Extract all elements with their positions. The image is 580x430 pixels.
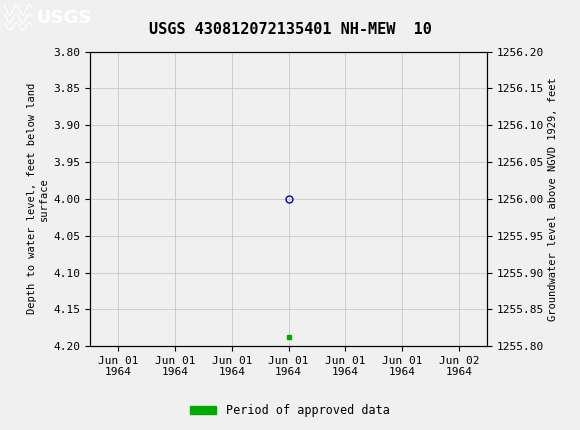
Y-axis label: Depth to water level, feet below land
surface: Depth to water level, feet below land su… [27, 83, 49, 314]
Text: USGS: USGS [36, 9, 91, 27]
Legend: Period of approved data: Period of approved data [186, 399, 394, 422]
Y-axis label: Groundwater level above NGVD 1929, feet: Groundwater level above NGVD 1929, feet [548, 77, 559, 321]
Text: USGS 430812072135401 NH-MEW  10: USGS 430812072135401 NH-MEW 10 [148, 22, 432, 37]
